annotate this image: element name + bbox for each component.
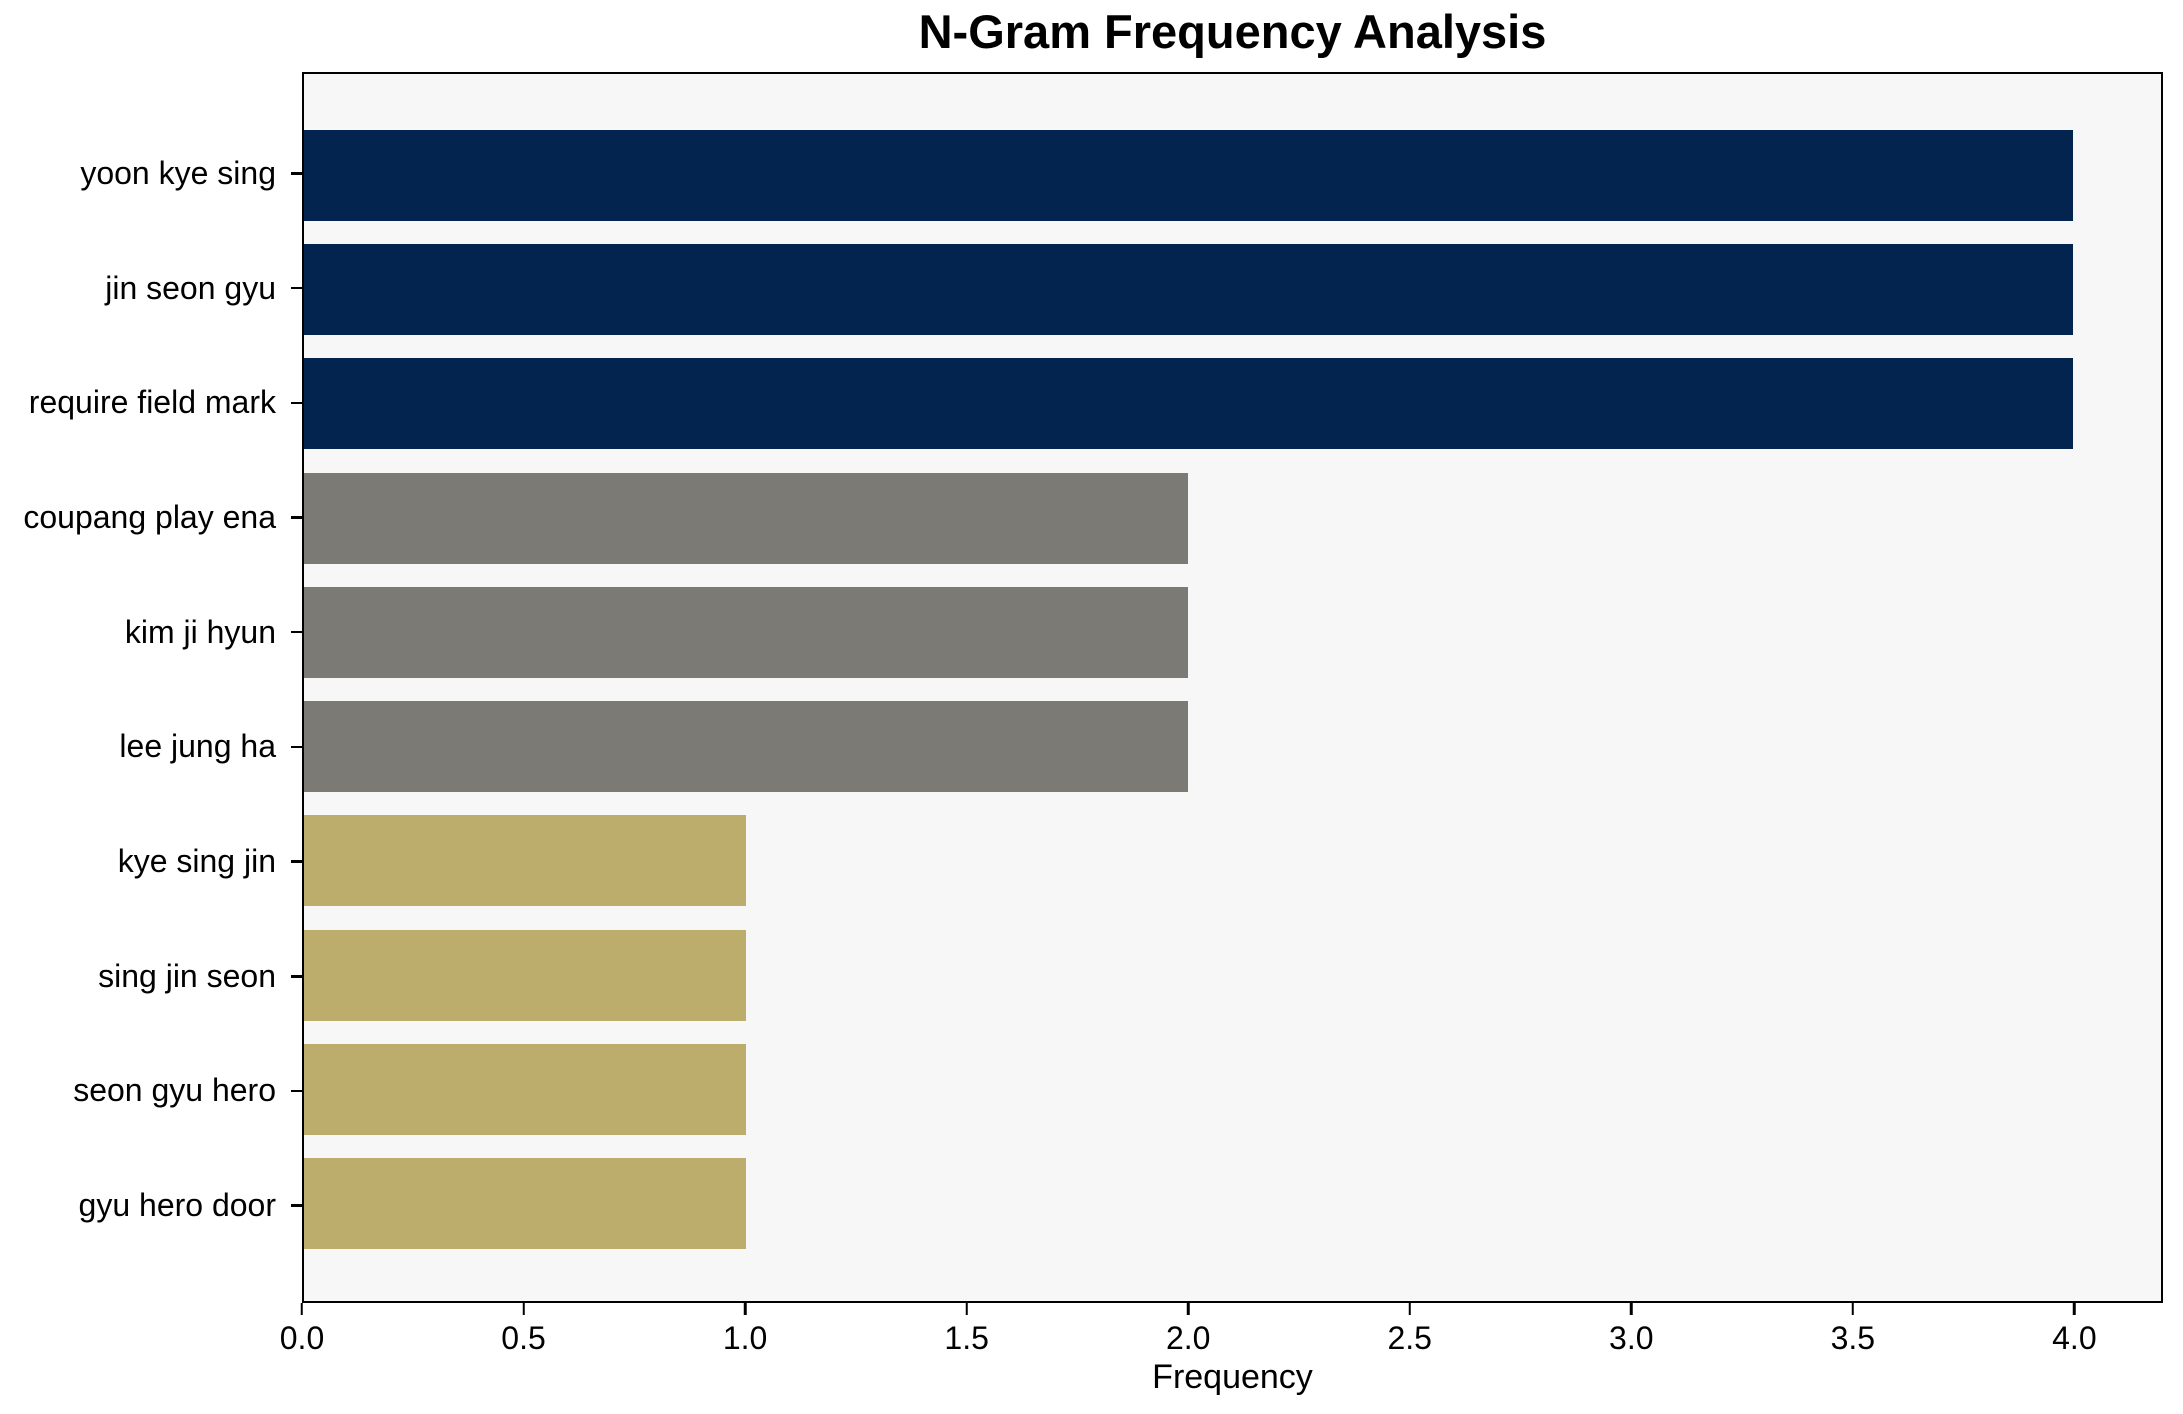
- y-tick-mark: [291, 172, 302, 175]
- x-tick: 1.5: [944, 1303, 989, 1357]
- x-tick-mark: [965, 1303, 968, 1315]
- bar-row: [304, 1032, 2161, 1146]
- y-tick-label: jin seon gyu: [105, 269, 276, 306]
- x-tick-label: 4.0: [2052, 1320, 2097, 1356]
- y-tick-mark: [291, 516, 302, 519]
- x-tick-mark: [1630, 1303, 1633, 1315]
- x-tick-mark: [2073, 1303, 2076, 1315]
- x-tick-label: 3.5: [1830, 1320, 1876, 1356]
- y-tick-mark: [291, 1204, 302, 1207]
- x-tick: 4.0: [2052, 1303, 2097, 1357]
- bar: [304, 358, 2073, 450]
- x-tick-label: 3.0: [1609, 1320, 1654, 1356]
- bar: [304, 472, 1189, 564]
- x-tick: 0.5: [501, 1303, 546, 1357]
- bar-row: [304, 1147, 2161, 1261]
- bar-row: [304, 461, 2161, 575]
- y-tick-label: coupang play ena: [23, 498, 276, 535]
- bar: [304, 701, 1189, 793]
- y-label-row: require field mark: [0, 345, 302, 460]
- x-tick-mark: [1408, 1303, 1411, 1315]
- y-tick-label: gyu hero door: [78, 1187, 276, 1224]
- y-tick-label: kye sing jin: [117, 843, 276, 880]
- y-label-row: gyu hero door: [0, 1148, 302, 1263]
- y-tick-mark: [291, 630, 302, 634]
- bar: [304, 1044, 747, 1136]
- y-label-row: coupang play ena: [0, 460, 302, 575]
- y-tick-mark: [291, 745, 302, 749]
- bar-row: [304, 232, 2161, 346]
- y-label-row: yoon kye sing: [0, 116, 302, 231]
- bar: [304, 129, 2073, 221]
- bar: [304, 243, 2073, 335]
- y-label-row: sing jin seon: [0, 919, 302, 1034]
- bar: [304, 586, 1189, 678]
- y-label-row: seon gyu hero: [0, 1034, 302, 1149]
- y-tick-label: require field mark: [28, 384, 276, 421]
- x-tick: 3.5: [1831, 1303, 1875, 1357]
- y-tick-mark: [291, 975, 302, 978]
- y-tick-mark: [291, 860, 302, 863]
- x-tick: 1.0: [723, 1303, 767, 1357]
- bar-row: [304, 804, 2161, 918]
- x-tick: 2.0: [1166, 1303, 1210, 1357]
- x-tick-label: 2.0: [1165, 1320, 1211, 1356]
- bar: [304, 815, 747, 907]
- x-tick-label: 1.5: [944, 1320, 989, 1356]
- bar-row: [304, 918, 2161, 1032]
- y-label-row: kim ji hyun: [0, 575, 302, 690]
- y-tick-label: sing jin seon: [98, 957, 276, 994]
- y-label-row: jin seon gyu: [0, 231, 302, 346]
- bar-row: [304, 689, 2161, 803]
- bar-row: [304, 347, 2161, 461]
- x-tick-mark: [743, 1303, 747, 1315]
- y-tick-mark: [291, 1089, 302, 1093]
- y-tick-label: seon gyu hero: [73, 1072, 276, 1109]
- x-tick: 3.0: [1609, 1303, 1654, 1357]
- y-tick-mark: [291, 401, 302, 404]
- x-tick-label: 0.5: [501, 1320, 546, 1356]
- x-tick-label: 2.5: [1387, 1320, 1432, 1356]
- y-tick-label: yoon kye sing: [80, 154, 276, 191]
- y-tick-label: kim ji hyun: [124, 613, 276, 650]
- bar: [304, 929, 747, 1021]
- y-tick-mark: [291, 286, 302, 290]
- plot-area: [302, 72, 2163, 1303]
- x-tick-mark: [522, 1303, 525, 1315]
- bar-row: [304, 575, 2161, 689]
- x-tick-label: 1.0: [722, 1320, 768, 1356]
- x-tick-mark: [300, 1303, 304, 1315]
- x-axis-label: Frequency: [1152, 1358, 1313, 1396]
- x-axis: 0.0 0.5 1.0 1.5 2.0 2.5 3.0 3.5 4.0: [280, 1303, 2163, 1363]
- chart-title: N-Gram Frequency Analysis: [918, 5, 1547, 58]
- bars-area: [304, 74, 2161, 1301]
- y-tick-label: lee jung ha: [119, 728, 276, 765]
- y-axis-labels: yoon kye sing jin seon gyu require field m…: [0, 72, 302, 1303]
- y-label-row: lee jung ha: [0, 690, 302, 805]
- x-tick: 0.0: [280, 1303, 324, 1357]
- x-tick-mark: [1851, 1303, 1855, 1315]
- y-label-row: kye sing jin: [0, 804, 302, 919]
- bar: [304, 1158, 747, 1250]
- x-tick-mark: [1186, 1303, 1190, 1315]
- x-tick: 2.5: [1387, 1303, 1432, 1357]
- bar-row: [304, 118, 2161, 232]
- x-tick-label: 0.0: [279, 1320, 325, 1356]
